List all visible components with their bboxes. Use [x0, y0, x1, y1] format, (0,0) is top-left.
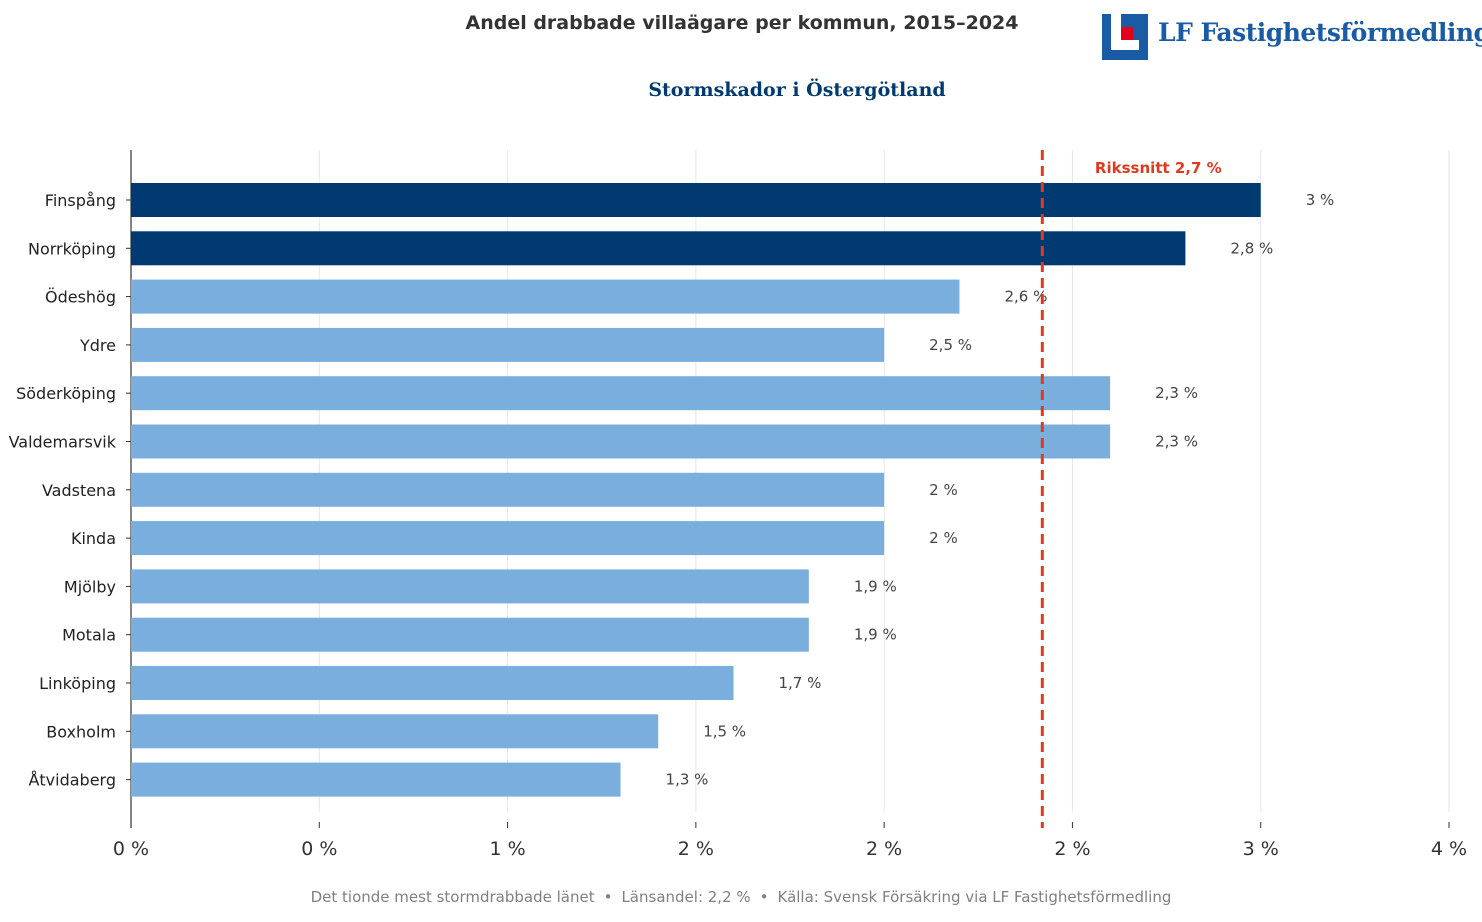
x-tick-label: 3 % — [1243, 838, 1279, 860]
x-tick-label: 2 % — [866, 838, 902, 860]
chart-title: Andel drabbade villaägare per kommun, 20… — [465, 12, 1019, 34]
value-label: 2 % — [929, 481, 958, 499]
reference-line-label: Rikssnitt 2,7 % — [1095, 159, 1222, 177]
value-label: 1,5 % — [703, 722, 746, 740]
x-tick-label: 4 % — [1431, 838, 1467, 860]
value-label: 2 % — [929, 529, 958, 547]
category-label: Mjölby — [64, 577, 116, 596]
x-tick-label: 0 % — [113, 838, 149, 860]
category-label: Valdemarsvik — [9, 433, 117, 452]
bar — [131, 617, 809, 652]
value-label: 1,9 % — [854, 626, 897, 644]
bar — [131, 327, 885, 362]
footer-separator: • — [603, 888, 613, 906]
category-label: Ödeshög — [45, 288, 116, 307]
x-tick-label: 2 % — [1054, 838, 1090, 860]
logo-text: LF Fastighetsförmedling — [1158, 18, 1482, 47]
bar — [131, 762, 621, 797]
bar — [131, 376, 1111, 411]
chart-subtitle: Stormskador i Östergötland — [648, 79, 946, 101]
value-label: 2,3 % — [1155, 433, 1198, 451]
value-label: 1,3 % — [666, 771, 709, 789]
x-tick-label: 0 % — [301, 838, 337, 860]
x-tick-label: 1 % — [489, 838, 525, 860]
x-tick-label: 2 % — [678, 838, 714, 860]
logo-mark-icon — [1102, 14, 1148, 60]
category-label: Söderköping — [16, 384, 116, 403]
bar — [131, 424, 1111, 459]
value-label: 2,5 % — [929, 336, 972, 354]
bar — [131, 183, 1261, 217]
bar — [131, 666, 734, 700]
category-label: Boxholm — [46, 722, 116, 741]
bar — [131, 521, 885, 556]
value-label: 1,7 % — [779, 674, 822, 692]
bar — [131, 569, 809, 604]
chart-footer: Det tionde mest stormdrabbade länet • Läns… — [0, 888, 1482, 906]
footer-note: Det tionde mest stormdrabbade länet — [310, 888, 595, 906]
category-label: Ydre — [79, 336, 116, 355]
value-label: 2,3 % — [1155, 384, 1198, 402]
footer-separator: • — [759, 888, 769, 906]
category-label: Finspång — [45, 191, 116, 210]
value-label: 1,9 % — [854, 577, 897, 595]
bar — [131, 231, 1186, 266]
category-label: Motala — [62, 626, 116, 645]
bar — [131, 279, 960, 314]
category-label: Linköping — [39, 674, 116, 693]
category-label: Vadstena — [42, 481, 116, 500]
bar — [131, 714, 659, 749]
value-label: 3 % — [1306, 191, 1335, 209]
category-label: Norrköping — [28, 239, 116, 258]
value-label: 2,8 % — [1230, 239, 1273, 257]
value-label: 2,6 % — [1004, 288, 1047, 306]
category-label: Kinda — [71, 529, 116, 548]
bar — [131, 472, 885, 507]
footer-source: Källa: Svensk Försäkring via LF Fastighe… — [777, 888, 1172, 906]
category-label: Åtvidaberg — [28, 771, 116, 790]
footer-county-share: Länsandel: 2,2 % — [621, 888, 751, 906]
